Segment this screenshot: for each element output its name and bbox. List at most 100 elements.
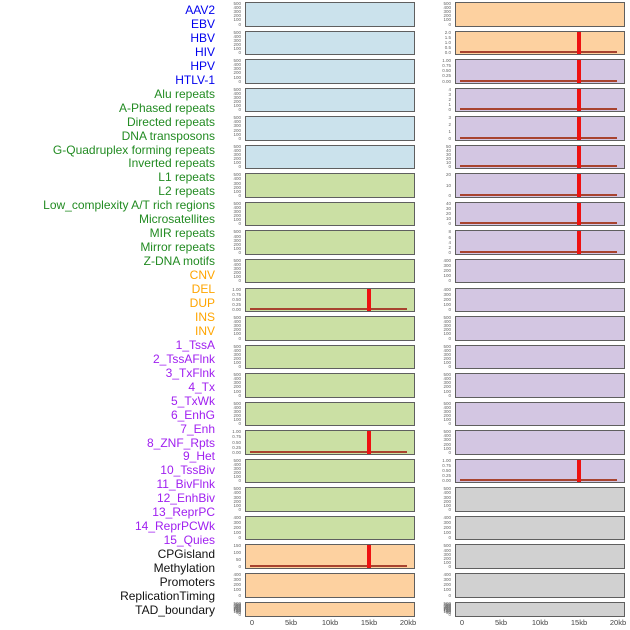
y-tick-label: 200: [233, 413, 241, 418]
track-panel: [455, 59, 625, 84]
y-tick-label: 100: [233, 474, 241, 480]
track-panel: [455, 144, 625, 170]
y-tick-label: 300: [443, 494, 451, 500]
track-panel: [245, 287, 415, 312]
track-panel: [455, 230, 625, 255]
track-panel: [455, 430, 625, 455]
y-tick-label: 500: [233, 400, 241, 406]
signal-baseline: [460, 479, 617, 482]
integration-spike: [577, 117, 581, 140]
track-label: Microsatellites: [138, 212, 215, 227]
y-tick-label: 10: [445, 160, 451, 166]
y-tick-label: 300: [233, 577, 241, 583]
y-tick-label: 200: [233, 241, 241, 247]
y-tick-label: 100: [233, 388, 241, 394]
track-panel: [455, 373, 625, 398]
y-tick-label: 0: [238, 164, 241, 170]
track-panel: [245, 544, 415, 569]
y-tick-label: 500: [443, 400, 451, 406]
y-tick-label: 200: [233, 384, 241, 390]
track-panel: [455, 344, 625, 370]
y-tick-label: 100: [443, 502, 451, 508]
y-tick-label: 100: [443, 559, 451, 565]
y-tick-label: 200: [443, 13, 451, 19]
y-tick-label: 10: [445, 182, 451, 188]
y-tick-label: 400: [233, 461, 241, 467]
y-tick-label: 100: [233, 360, 241, 365]
y-tick-label: 400: [443, 404, 451, 410]
track-label: G-Quadruplex forming repeats: [52, 142, 215, 157]
y-tick-label: 30: [445, 151, 451, 157]
track-panel: [245, 116, 415, 141]
track-label: 13_ReprPC: [152, 505, 215, 520]
y-tick-label: 200: [233, 41, 241, 47]
y-tick-label: 0: [448, 221, 451, 227]
track-panel: [455, 87, 625, 113]
y-tick-label: 100: [233, 188, 241, 194]
y-tick-label: 50: [235, 610, 241, 616]
track-panel: [455, 601, 625, 617]
track-label: Methylation: [153, 561, 215, 576]
y-tick-label: 400: [233, 5, 241, 11]
y-tick-label: 500: [233, 486, 241, 492]
y-tick-label: 0: [238, 421, 241, 427]
track-label: 3_TxFlnk: [165, 365, 215, 380]
y-tick-label: 300: [233, 380, 241, 386]
x-tick-label: 15kb: [360, 618, 378, 627]
track-label: 1_TssA: [175, 337, 215, 352]
y-tick-label: 200: [443, 607, 451, 613]
track-panel: [455, 287, 625, 312]
x-tick-label: 10kb: [531, 618, 549, 627]
y-tick-label: 0.75: [442, 63, 451, 69]
signal-baseline: [250, 564, 407, 567]
y-tick-label: 500: [233, 143, 241, 149]
track-label: EBV: [190, 16, 215, 31]
track-panel: [455, 173, 625, 198]
track-label: DNA transposons: [121, 128, 215, 143]
x-tick-label: 0: [459, 618, 465, 627]
y-tick-label: 0: [238, 50, 241, 56]
integration-spike: [367, 431, 371, 454]
track-label: TAD_boundary: [135, 602, 215, 617]
track-label: Low_complexity A/T rich regions: [43, 198, 215, 213]
integration-spike: [577, 60, 581, 83]
track-label: 9_Het: [182, 449, 215, 464]
y-tick-label: 0: [238, 392, 241, 398]
y-tick-label: 200: [233, 327, 241, 333]
integration-spike: [367, 288, 371, 311]
y-tick-label: 350: [443, 603, 451, 609]
y-tick-label: 100: [443, 331, 451, 337]
track-panel: [245, 601, 415, 617]
y-tick-label: 300: [233, 323, 241, 329]
y-tick-label: 400: [233, 147, 241, 153]
y-tick-label: 0.50: [232, 296, 241, 302]
y-tick-label: 500: [443, 600, 451, 606]
y-tick-label: 0: [448, 449, 451, 455]
track-label: HIV: [194, 44, 215, 59]
y-tick-label: 200: [443, 268, 451, 274]
y-tick-label: 200: [233, 470, 241, 476]
y-tick-label: 200: [443, 384, 451, 390]
track-panel: [245, 201, 415, 227]
y-tick-label: 200: [443, 582, 451, 588]
y-tick-label: 200: [233, 156, 241, 162]
y-tick-label: 100: [443, 17, 451, 23]
y-tick-label: 0: [448, 135, 451, 141]
y-tick-label: 250: [443, 606, 451, 612]
y-tick-label: 400: [233, 514, 241, 520]
integration-spike: [577, 174, 581, 197]
y-tick-label: 2: [448, 122, 451, 128]
y-tick-label: 0: [448, 307, 451, 312]
y-tick-label: 0.00: [232, 449, 241, 455]
y-tick-label: 300: [233, 66, 241, 72]
y-tick-label: 200: [443, 413, 451, 418]
y-tick-label: 40: [445, 200, 451, 206]
y-tick-label: 40: [445, 147, 451, 153]
y-tick-label: 1.00: [442, 457, 451, 463]
y-tick-label: 1.00: [442, 58, 451, 64]
y-tick-label: 400: [233, 62, 241, 68]
y-tick-label: 300: [233, 520, 241, 526]
y-tick-label: 300: [443, 291, 451, 297]
y-tick-label: 100: [443, 530, 451, 536]
